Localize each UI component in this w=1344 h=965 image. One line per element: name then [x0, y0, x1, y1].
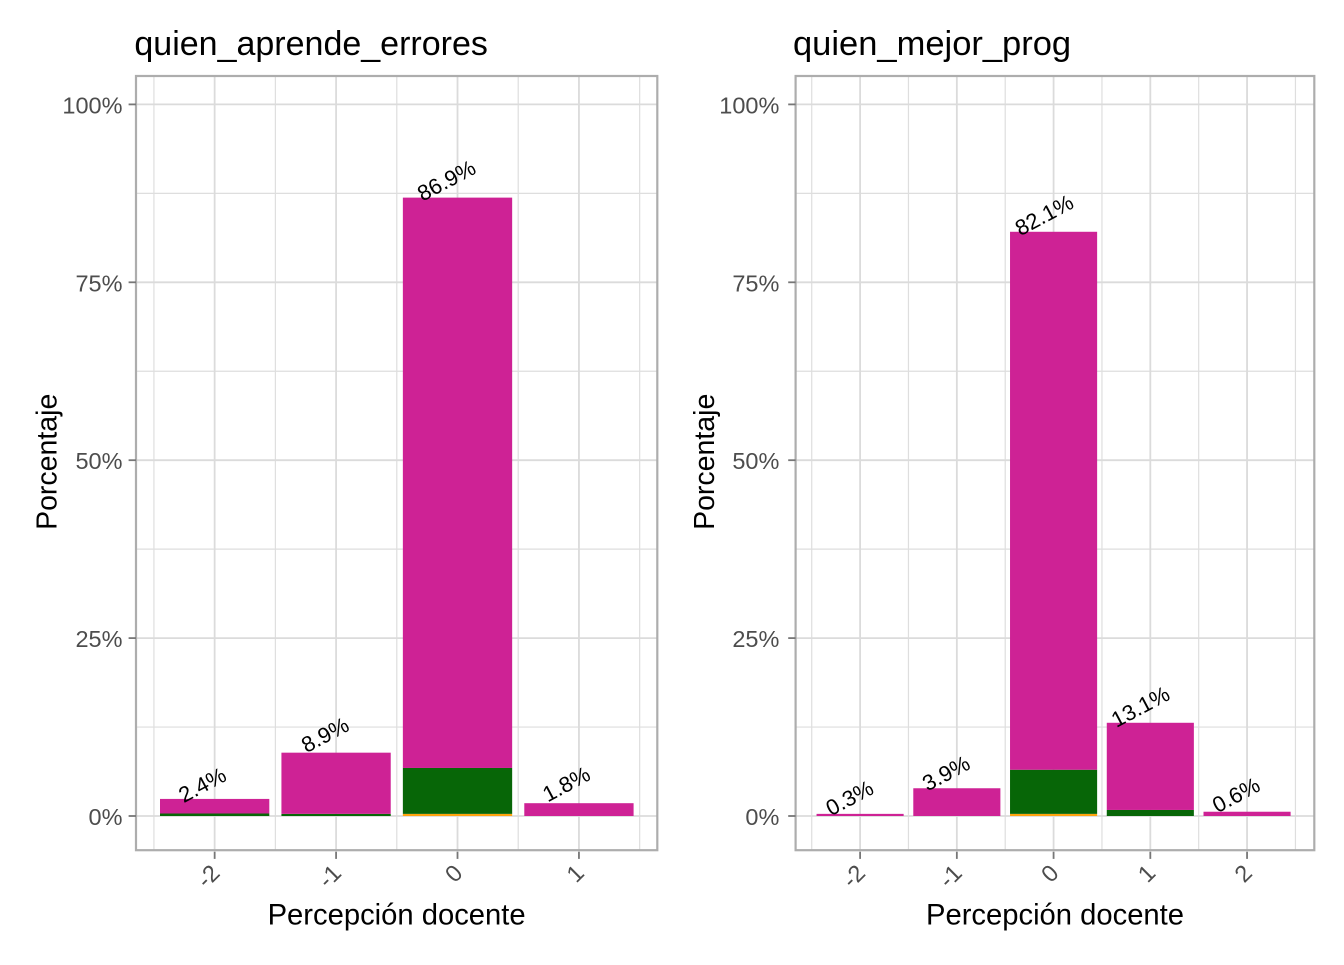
svg-text:0%: 0%	[745, 804, 779, 830]
svg-text:100%: 100%	[719, 92, 779, 118]
svg-text:50%: 50%	[732, 448, 779, 474]
svg-text:Porcentaje: Porcentaje	[689, 394, 721, 530]
svg-text:0%: 0%	[89, 804, 123, 830]
svg-text:Percepción docente: Percepción docente	[268, 900, 526, 932]
svg-text:100%: 100%	[62, 92, 122, 118]
svg-text:25%: 25%	[75, 626, 122, 652]
svg-text:Porcentaje: Porcentaje	[32, 394, 64, 530]
svg-text:quien_aprende_errores: quien_aprende_errores	[134, 25, 487, 63]
svg-text:75%: 75%	[732, 270, 779, 296]
svg-text:25%: 25%	[732, 626, 779, 652]
svg-text:Percepción docente: Percepción docente	[926, 900, 1184, 932]
svg-text:quien_mejor_prog: quien_mejor_prog	[793, 25, 1071, 63]
svg-text:50%: 50%	[75, 448, 122, 474]
svg-text:75%: 75%	[75, 270, 122, 296]
